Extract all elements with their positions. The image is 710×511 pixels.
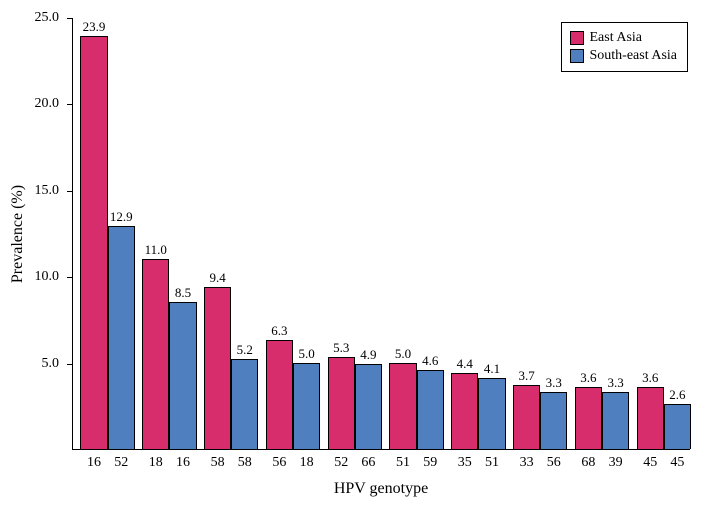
x-category-label: 52: [114, 449, 128, 471]
bar-value-label: 11.0: [145, 242, 167, 260]
bar-value-label: 12.9: [110, 209, 133, 227]
bar-south: 2.6: [664, 404, 691, 449]
bar-group: 5.3524.966: [320, 18, 382, 449]
bar-east: 6.3: [266, 340, 293, 449]
x-category-label: 33: [520, 449, 534, 471]
bar-east: 3.6: [637, 387, 664, 449]
x-category-label: 68: [581, 449, 595, 471]
x-category-label: 58: [211, 449, 225, 471]
bar-value-label: 3.7: [518, 368, 534, 386]
bar-group: 9.4585.258: [197, 18, 259, 449]
bar-group: 23.91612.952: [73, 18, 135, 449]
x-category-label: 18: [300, 449, 314, 471]
x-category-label: 52: [334, 449, 348, 471]
bar-group: 3.7333.356: [506, 18, 568, 449]
legend: East AsiaSouth-east Asia: [561, 22, 689, 72]
bar-value-label: 4.9: [360, 347, 376, 365]
x-axis-label: HPV genotype: [334, 480, 428, 498]
chart-container: 5.010.015.020.025.023.91612.95211.0188.5…: [0, 0, 710, 511]
y-tick: 25.0: [35, 10, 74, 26]
bar-south: 5.0: [293, 363, 320, 449]
bar-value-label: 4.1: [484, 361, 500, 379]
bar-east: 5.3: [328, 357, 355, 449]
y-tick: 20.0: [35, 96, 74, 112]
bar-value-label: 3.3: [546, 375, 562, 393]
bar-group: 4.4354.151: [444, 18, 506, 449]
bar-east: 23.9: [80, 36, 107, 449]
bar-east: 3.6: [575, 387, 602, 449]
bar-value-label: 23.9: [83, 19, 106, 37]
bar-south: 8.5: [169, 302, 196, 449]
x-category-label: 58: [238, 449, 252, 471]
bar-value-label: 4.4: [457, 356, 473, 374]
bar-east: 3.7: [513, 385, 540, 449]
x-category-label: 35: [458, 449, 472, 471]
x-category-label: 66: [361, 449, 375, 471]
x-category-label: 39: [609, 449, 623, 471]
bar-value-label: 3.6: [642, 370, 658, 388]
bar-south: 4.1: [478, 378, 505, 449]
bar-value-label: 2.6: [669, 387, 685, 405]
legend-item: South-east Asia: [570, 47, 678, 65]
bar-group: 3.6452.645: [629, 18, 691, 449]
x-category-label: 18: [149, 449, 163, 471]
bar-east: 9.4: [204, 287, 231, 449]
x-category-label: 51: [485, 449, 499, 471]
bar-value-label: 8.5: [175, 285, 191, 303]
x-category-label: 45: [670, 449, 684, 471]
bar-south: 5.2: [231, 359, 258, 449]
bar-south: 12.9: [108, 226, 135, 449]
x-category-label: 16: [176, 449, 190, 471]
bar-value-label: 3.6: [580, 370, 596, 388]
y-axis-label: Prevalence (%): [9, 185, 27, 283]
bar-value-label: 5.0: [395, 346, 411, 364]
bar-group: 5.0514.659: [382, 18, 444, 449]
y-tick: 15.0: [35, 183, 74, 199]
x-category-label: 16: [87, 449, 101, 471]
x-category-label: 56: [547, 449, 561, 471]
y-tick: 10.0: [35, 269, 74, 285]
x-category-label: 51: [396, 449, 410, 471]
bar-east: 5.0: [389, 363, 416, 449]
y-tick: 5.0: [42, 356, 74, 372]
bar-value-label: 5.2: [237, 342, 253, 360]
bar-value-label: 6.3: [271, 323, 287, 341]
bar-south: 4.9: [355, 364, 382, 449]
legend-label: East Asia: [590, 29, 643, 47]
bar-south: 3.3: [540, 392, 567, 449]
legend-item: East Asia: [570, 29, 678, 47]
bar-group: 11.0188.516: [135, 18, 197, 449]
bar-value-label: 4.6: [422, 353, 438, 371]
bar-group: 3.6683.339: [567, 18, 629, 449]
legend-label: South-east Asia: [590, 47, 678, 65]
bar-south: 4.6: [417, 370, 444, 449]
plot-area: 5.010.015.020.025.023.91612.95211.0188.5…: [72, 18, 690, 450]
bar-value-label: 9.4: [209, 270, 225, 288]
x-category-label: 45: [643, 449, 657, 471]
bar-value-label: 5.3: [333, 340, 349, 358]
bar-east: 11.0: [142, 259, 169, 449]
bar-group: 6.3565.018: [258, 18, 320, 449]
legend-swatch: [570, 31, 584, 45]
bar-south: 3.3: [602, 392, 629, 449]
x-category-label: 56: [272, 449, 286, 471]
bar-value-label: 3.3: [607, 375, 623, 393]
bar-value-label: 5.0: [298, 346, 314, 364]
legend-swatch: [570, 49, 584, 63]
x-category-label: 59: [423, 449, 437, 471]
bar-east: 4.4: [451, 373, 478, 449]
